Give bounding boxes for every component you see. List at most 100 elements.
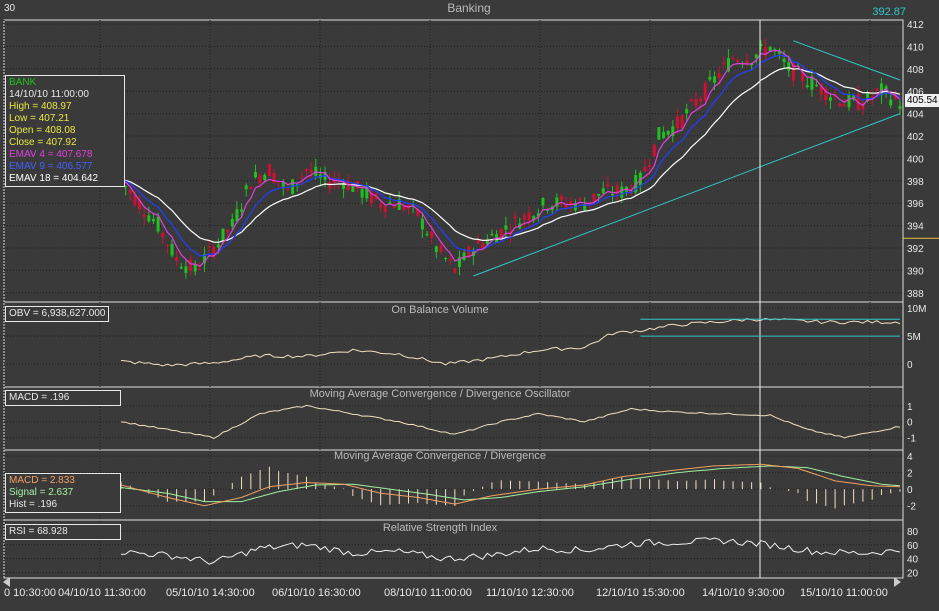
ema18-label: EMAV 18 = 404.642: [9, 173, 99, 184]
rsi-tick-label: 60: [907, 541, 919, 552]
candle-body: [828, 97, 832, 101]
macd-tick-label: 2: [907, 469, 913, 480]
candle-body: [221, 228, 225, 241]
candle-body: [870, 96, 874, 99]
candle-body: [606, 183, 610, 187]
ema9-label: EMAV 9 = 406.577: [9, 161, 93, 172]
candle-body: [564, 203, 568, 208]
candle-body: [128, 190, 132, 194]
candle-body: [286, 188, 290, 190]
candle-body: [212, 247, 216, 257]
rsi-tick-label: 40: [907, 555, 919, 566]
candle-body: [258, 175, 262, 184]
candle-body: [235, 209, 239, 222]
candle-body: [202, 254, 206, 264]
candle-body: [369, 191, 373, 204]
candle-body: [267, 164, 271, 177]
x-tick-label: 11/10/10 12:30:00: [486, 587, 574, 599]
grid-layer: [3, 19, 904, 579]
last-price-label: 392.87: [872, 6, 906, 18]
candle-body: [133, 194, 137, 206]
candle-body: [597, 193, 601, 196]
candle-body: [397, 199, 401, 210]
candle-body: [142, 214, 146, 217]
price-info-box: BANK 14/10/10 11:00:00 High = 408.97 Low…: [5, 75, 125, 187]
candle-body: [328, 181, 332, 189]
x-tick-label: 04/10/10 11:30:00: [58, 587, 146, 599]
candle-body: [782, 58, 786, 62]
candle-body: [151, 219, 155, 222]
ema4-line: [120, 49, 901, 268]
datetime-label: 14/10/10 11:00:00: [9, 89, 89, 100]
candle-body: [879, 83, 883, 96]
candle-body: [759, 43, 763, 46]
osc-title: Moving Average Convergence / Divergence …: [310, 388, 571, 400]
rsi-title: Relative Strength Index: [383, 522, 498, 534]
price-tick-label: 404: [907, 110, 924, 121]
candle-body: [147, 215, 151, 222]
osc-tick-label: 1: [907, 402, 913, 413]
obv-title: On Balance Volume: [391, 304, 488, 316]
candle-body: [713, 76, 717, 83]
window-corner-label: 30: [4, 3, 16, 14]
candle-body: [726, 58, 730, 72]
candle-body: [773, 49, 777, 51]
trendline: [473, 113, 901, 277]
symbol-label: BANK: [9, 77, 37, 88]
candle-body: [281, 182, 285, 188]
candle-body: [824, 88, 828, 101]
candle-body: [768, 46, 772, 51]
candle-body: [671, 126, 675, 137]
candle-body: [583, 204, 587, 211]
candle-body: [787, 62, 791, 71]
candle-body: [434, 246, 438, 253]
price-tick-label: 398: [907, 177, 924, 188]
candle-body: [722, 62, 726, 65]
candle-body: [476, 239, 480, 244]
price-tick-label: 394: [907, 222, 924, 233]
candle-body: [360, 189, 364, 198]
obv-tick-label: 0: [907, 360, 913, 371]
candle-body: [504, 225, 508, 230]
candle-body: [680, 115, 684, 128]
rsi-tick-label: 80: [907, 527, 919, 538]
candle-body: [379, 203, 383, 208]
price-tick-label: 406: [907, 87, 924, 98]
current-price-marker: 405.54: [905, 94, 939, 107]
candle-body: [457, 257, 461, 267]
close-label: Close = 407.92: [9, 137, 77, 148]
x-tick-label: 06/10/10 16:30:00: [272, 587, 361, 599]
signal-line: [120, 465, 901, 503]
hist-value: Hist = .196: [9, 499, 58, 510]
candle-body: [805, 85, 809, 88]
x-tick-label: 14/10/10 9:30:00: [702, 587, 785, 599]
candle-body: [861, 103, 865, 110]
candle-body: [263, 174, 267, 181]
candle-body: [240, 209, 244, 212]
candle-body: [351, 185, 355, 192]
candle-body: [300, 176, 304, 178]
chart-title: Banking: [447, 1, 490, 15]
candle-body: [889, 99, 893, 106]
macd-tick-label: 0: [907, 485, 913, 496]
candle-body: [555, 197, 559, 207]
obv-info-box: OBV = 6,938,627.000: [5, 306, 110, 322]
osc-line: [120, 404, 901, 439]
candle-body: [189, 259, 193, 271]
candle-body: [388, 202, 392, 204]
candle-body: [541, 198, 545, 206]
trendline: [793, 40, 901, 81]
candle-body: [898, 106, 902, 109]
candle-body: [703, 83, 707, 101]
obv-tick-label: 10M: [907, 304, 926, 315]
rsi-line: [120, 537, 901, 565]
macd-title: Moving Average Convergence / Divergence: [334, 450, 546, 462]
candle-body: [402, 205, 406, 210]
candle-body: [230, 218, 234, 227]
candle-body: [699, 98, 703, 102]
chart-frame: [3, 19, 904, 579]
rsi-info-box: RSI = 68.928: [5, 524, 121, 540]
price-tick-label: 392: [907, 244, 924, 255]
candle-body: [791, 63, 795, 81]
